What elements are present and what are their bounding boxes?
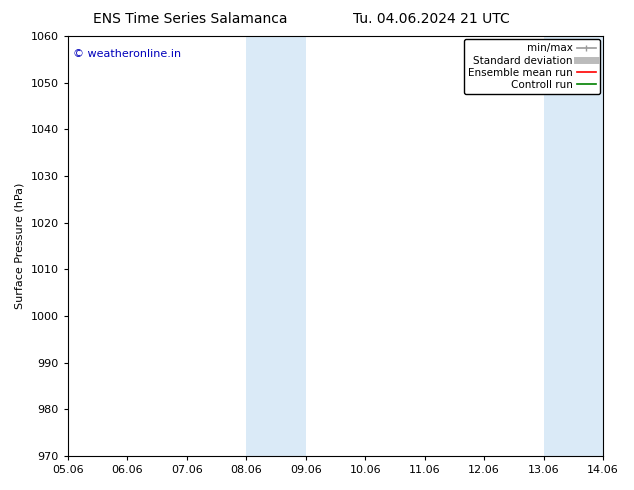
Text: Tu. 04.06.2024 21 UTC: Tu. 04.06.2024 21 UTC [353, 12, 510, 26]
Bar [246, 36, 306, 456]
Bar [543, 36, 603, 456]
Y-axis label: Surface Pressure (hPa): Surface Pressure (hPa) [15, 183, 25, 309]
Text: © weatheronline.in: © weatheronline.in [73, 49, 181, 59]
Legend: min/max, Standard deviation, Ensemble mean run, Controll run: min/max, Standard deviation, Ensemble me… [464, 39, 600, 94]
Text: ENS Time Series Salamanca: ENS Time Series Salamanca [93, 12, 287, 26]
